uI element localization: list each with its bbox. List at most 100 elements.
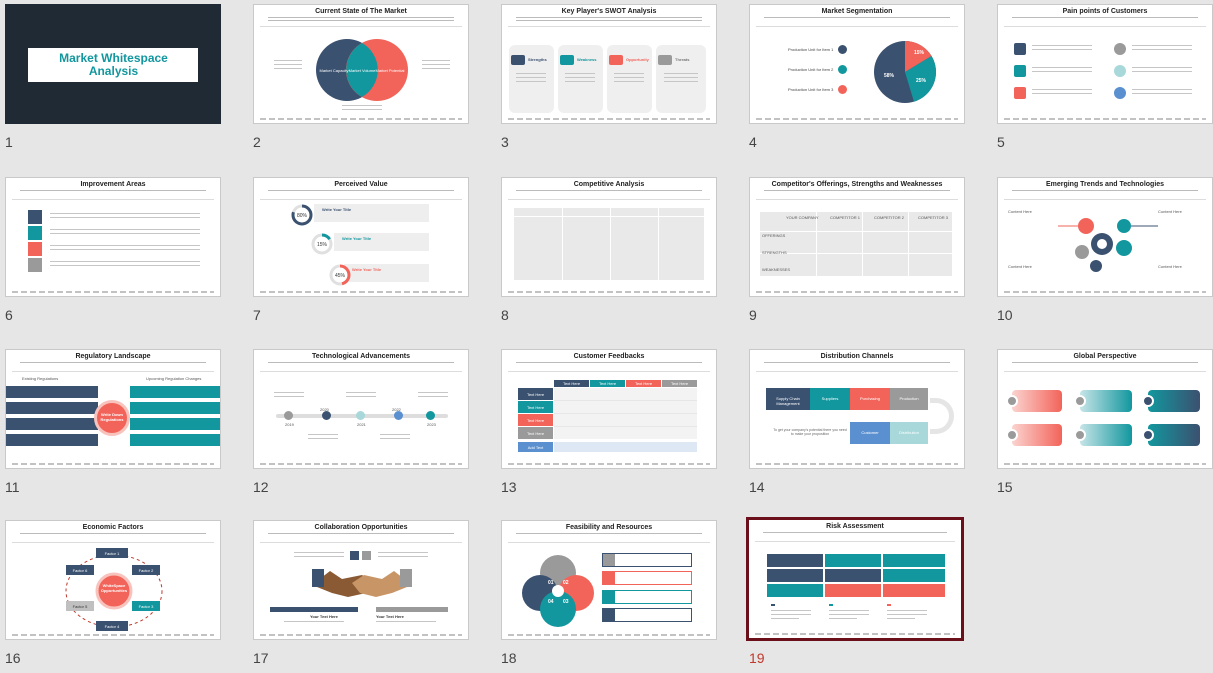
factor-label: Factor 5 bbox=[72, 604, 88, 609]
slide-title: Global Perspective bbox=[1073, 353, 1137, 360]
slide-preview: Economic Factors WhiteSpace Opportunitie… bbox=[5, 520, 221, 640]
factor-label: Factor 6 bbox=[72, 568, 88, 573]
slide-title: Collaboration Opportunities bbox=[314, 524, 408, 531]
slide-preview: Perceived Value 80% 15% 45% Write Your T… bbox=[253, 177, 469, 297]
gears-diagram bbox=[1058, 218, 1158, 272]
slide-number: 4 bbox=[749, 134, 757, 150]
comparison-table bbox=[514, 208, 704, 280]
progress-ring: 80% bbox=[291, 204, 313, 226]
svg-text:45%: 45% bbox=[335, 273, 346, 279]
slide-footer bbox=[12, 463, 214, 465]
pie-label: 15% bbox=[914, 50, 925, 56]
swot-label: Strengths bbox=[528, 57, 547, 62]
flow-step: Production bbox=[899, 396, 919, 401]
column-header: Text Here bbox=[598, 381, 617, 386]
slide-number: 2 bbox=[253, 134, 261, 150]
slide-thumbnail-5[interactable]: Pain points of Customers 5 bbox=[997, 4, 1213, 154]
flow-step: Supply Chain Management bbox=[776, 396, 800, 406]
slide-thumbnail-10[interactable]: Emerging Trends and Technologies Content… bbox=[997, 177, 1213, 327]
slide-thumbnail-4[interactable]: Market Segmentation Production Unit for … bbox=[749, 4, 965, 154]
chart-icon bbox=[1006, 429, 1018, 441]
item-title: Write Your Title bbox=[322, 207, 352, 212]
phone-icon bbox=[1014, 65, 1026, 77]
slide-thumbnail-14[interactable]: Distribution Channels Supply Chain Manag… bbox=[749, 349, 965, 499]
slide-thumbnail-15[interactable]: Global Perspective 15 bbox=[997, 349, 1213, 499]
slide-thumbnail-8[interactable]: Competitive Analysis 8 bbox=[501, 177, 717, 327]
document-icon bbox=[603, 609, 615, 621]
slide-subtitle bbox=[20, 190, 206, 196]
slide-footer bbox=[508, 634, 710, 636]
slide-thumbnail-7[interactable]: Perceived Value 80% 15% 45% Write Your T… bbox=[253, 177, 469, 327]
monitor-icon bbox=[603, 591, 615, 603]
slide-thumbnail-2[interactable]: Current State of The Market Market Capac… bbox=[253, 4, 469, 154]
pie-label: 25% bbox=[916, 78, 927, 84]
flow-note: To get your company's potential there yo… bbox=[773, 428, 847, 436]
flow-step: Purchasing bbox=[859, 396, 880, 401]
item-title: Write Your Title bbox=[342, 236, 372, 241]
slide-thumbnail-19[interactable]: Risk Assessment 19 bbox=[746, 517, 965, 670]
content-label: Content Here bbox=[1158, 209, 1182, 214]
slide-thumbnail-3[interactable]: Key Player's SWOT Analysis Strengths Wea… bbox=[501, 4, 717, 154]
slide-thumbnail-13[interactable]: Customer Feedbacks Text Here Text Here T… bbox=[501, 349, 717, 499]
slide-title: Regulatory Landscape bbox=[75, 353, 151, 360]
slide-thumbnail-17[interactable]: Collaboration Opportunities Your Text He… bbox=[253, 520, 469, 670]
slide-footer bbox=[756, 291, 958, 293]
slide-preview: Key Player's SWOT Analysis Strengths Wea… bbox=[501, 4, 717, 124]
slide-number: 15 bbox=[997, 479, 1013, 495]
slide-thumbnail-18[interactable]: Feasibility and Resources 01 02 03 04 bbox=[501, 520, 717, 670]
slide-footer bbox=[1004, 463, 1206, 465]
venn-label-volume: Market Volume bbox=[349, 68, 376, 73]
search-icon bbox=[1114, 87, 1126, 99]
slide-preview: Global Perspective bbox=[997, 349, 1213, 469]
slide-preview: Customer Feedbacks Text Here Text Here T… bbox=[501, 349, 717, 469]
slide-number: 3 bbox=[501, 134, 509, 150]
column-header: COMPETITOR 2 bbox=[874, 215, 904, 220]
slide-number: 14 bbox=[749, 479, 765, 495]
slide-thumbnail-9[interactable]: Competitor's Offerings, Strengths and We… bbox=[749, 177, 965, 327]
slide-number: 5 bbox=[997, 134, 1005, 150]
box-icon bbox=[603, 554, 615, 566]
slide-thumbnail-16[interactable]: Economic Factors WhiteSpace Opportunitie… bbox=[5, 520, 221, 670]
divider bbox=[12, 542, 214, 543]
legend-dot bbox=[838, 65, 847, 74]
column-header: COMPETITOR 1 bbox=[830, 215, 860, 220]
slide-title: Improvement Areas bbox=[80, 181, 146, 188]
divider bbox=[1004, 26, 1206, 27]
slide-preview: Emerging Trends and Technologies Content… bbox=[997, 177, 1213, 297]
slide-preview: Improvement Areas bbox=[5, 177, 221, 297]
center-label: WhiteSpace Opportunities bbox=[100, 583, 128, 593]
slide-preview: Competitor's Offerings, Strengths and We… bbox=[749, 177, 965, 297]
search-icon bbox=[28, 226, 42, 240]
venn-diagram: Market Capacity Market Volume Market Pot… bbox=[316, 39, 408, 101]
slide-title: Competitor's Offerings, Strengths and We… bbox=[771, 181, 943, 188]
slide-thumbnail-1[interactable]: Market Whitespace Analysis 1 bbox=[5, 4, 221, 154]
user-icon bbox=[1114, 43, 1126, 55]
slide-subtitle bbox=[20, 533, 206, 539]
slide-thumbnail-12[interactable]: Technological Advancements 2019 2020 202… bbox=[253, 349, 469, 499]
venn-label-potential: Market Potential bbox=[376, 68, 405, 73]
divider bbox=[1004, 199, 1206, 200]
slide-number: 8 bbox=[501, 307, 509, 323]
column-header: Text Here bbox=[670, 381, 689, 386]
year-label: 2020 bbox=[320, 407, 329, 412]
year-label: 2023 bbox=[427, 422, 436, 427]
handshake-icon bbox=[312, 569, 412, 597]
slide-footer bbox=[260, 118, 462, 120]
swot-label: Weakness bbox=[577, 57, 597, 62]
slide-number: 19 bbox=[749, 650, 765, 666]
factor-label: Factor 1 bbox=[104, 551, 120, 556]
slide-thumbnail-6[interactable]: Improvement Areas 6 bbox=[5, 177, 221, 327]
slide-title: Technological Advancements bbox=[311, 353, 411, 360]
column-label: Upcoming Regulation Changes bbox=[146, 376, 202, 381]
slide-subtitle bbox=[516, 17, 702, 23]
slide-thumbnail-11[interactable]: Regulatory Landscape Existing Regulation… bbox=[5, 349, 221, 499]
slide-title: Customer Feedbacks bbox=[573, 353, 645, 360]
legend-dot bbox=[838, 85, 847, 94]
swot-label: Opportunity bbox=[626, 57, 649, 62]
column-label: Existing Regulations bbox=[22, 376, 59, 381]
slide-title: Distribution Channels bbox=[820, 353, 894, 360]
row-header: Text Here bbox=[526, 405, 545, 410]
row-header: Text Here bbox=[526, 392, 545, 397]
slide-title: Market Whitespace Analysis bbox=[59, 51, 168, 78]
row-header: Text Here bbox=[526, 418, 545, 423]
